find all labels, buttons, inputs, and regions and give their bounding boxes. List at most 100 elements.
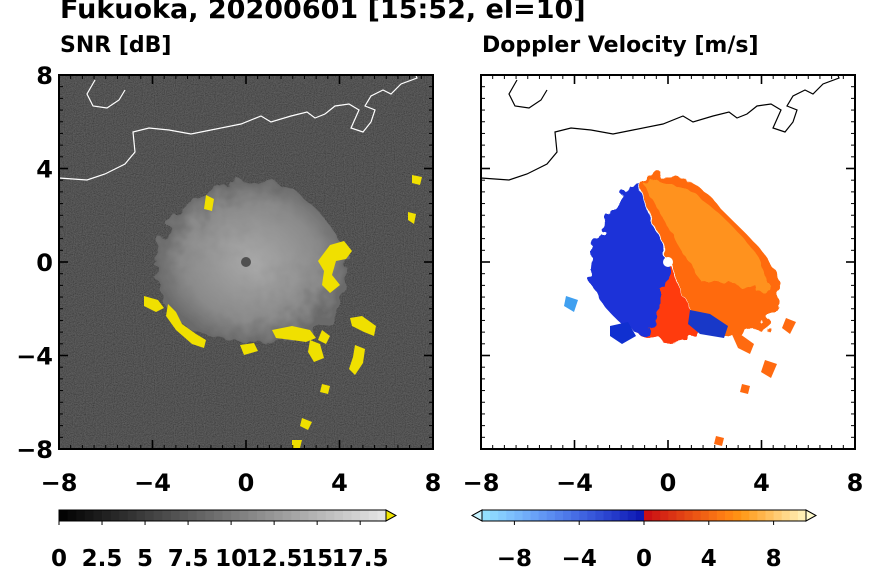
- colorbar-segment: [76, 510, 86, 521]
- colorbar-segment: [627, 510, 637, 521]
- colorbar-tick-label: 0: [636, 546, 652, 570]
- colorbar-segment: [145, 510, 155, 521]
- colorbar-segment: [579, 510, 588, 521]
- colorbar-tick-label: 0: [51, 546, 67, 570]
- colorbar-segment: [59, 510, 69, 521]
- colorbar-segment: [482, 510, 491, 521]
- colorbar-tick-label: 7.5: [168, 546, 209, 570]
- velocity-light-blue-patch: [564, 296, 578, 312]
- colorbar-segment: [773, 510, 783, 521]
- colorbar-segment: [587, 510, 596, 521]
- colorbar-tick-label: 15: [301, 546, 333, 570]
- colorbar-segment: [84, 510, 94, 521]
- colorbar-segment: [506, 510, 515, 521]
- colorbar-segment: [660, 510, 669, 521]
- colorbar-segment: [554, 510, 564, 521]
- colorbar-tick-label: 2.5: [82, 546, 123, 570]
- colorbar-segment: [733, 510, 742, 521]
- colorbar-tick-label: 8: [766, 546, 782, 570]
- colorbar-segment: [110, 510, 120, 521]
- colorbar-segment: [563, 510, 572, 521]
- colorbar-segment: [360, 510, 370, 521]
- snr-radar-center: [241, 257, 251, 267]
- colorbar-segment: [119, 510, 129, 521]
- colorbar-tick-label: −4: [562, 546, 597, 570]
- velocity-approaching-region: [590, 180, 668, 336]
- colorbar-segment: [741, 510, 750, 521]
- colorbar-segment: [248, 510, 258, 521]
- colorbar-segment: [538, 510, 548, 521]
- colorbar-segment: [635, 510, 645, 521]
- colorbar-segment: [757, 510, 766, 521]
- colorbar-segment: [781, 510, 791, 521]
- colorbar-segment: [274, 510, 284, 521]
- colorbar-segment: [668, 510, 677, 521]
- colorbar-tick-label: 10: [215, 546, 247, 570]
- colorbar-segment: [153, 510, 163, 521]
- velocity-approaching-patch: [610, 322, 636, 344]
- colorbar-segment: [67, 510, 77, 521]
- y-tick-label: −8: [16, 436, 53, 464]
- colorbar-segment: [603, 510, 612, 521]
- figure-title: Fukuoka, 20200601 [15:52, el=10]: [60, 0, 586, 25]
- x-tick-label: 0: [238, 469, 255, 497]
- colorbar-segment: [127, 510, 137, 521]
- colorbar-segment: [700, 510, 710, 521]
- colorbar-segment: [102, 510, 112, 521]
- snr-coastline-north: [86, 79, 126, 109]
- x-tick-label: 8: [425, 469, 442, 497]
- snr-high-echo-patches: [144, 175, 422, 448]
- colorbar-segment: [308, 510, 318, 521]
- colorbar-segment: [256, 510, 266, 521]
- colorbar-segment: [611, 510, 621, 521]
- colorbar-segment: [213, 510, 223, 521]
- colorbar-segment: [377, 510, 387, 521]
- velocity-plot-area: [481, 75, 855, 449]
- colorbar-segment: [239, 510, 249, 521]
- colorbar-segment: [725, 510, 734, 521]
- colorbar-segment: [317, 510, 327, 521]
- y-tick-label: 4: [36, 156, 53, 184]
- y-tick-label: 8: [36, 62, 53, 90]
- colorbar-segment: [797, 510, 807, 521]
- y-tick-label: 0: [36, 249, 53, 277]
- colorbar-tick-label: −8: [497, 546, 532, 570]
- x-tick-label: −4: [134, 469, 171, 497]
- colorbar-segment: [351, 510, 361, 521]
- colorbar-tick-label: 5: [137, 546, 153, 570]
- colorbar-segment: [205, 510, 215, 521]
- colorbar-tick-label: 4: [701, 546, 717, 570]
- colorbar-segment: [498, 510, 507, 521]
- colorbar-min-extension: [470, 509, 483, 522]
- colorbar-max-extension: [805, 509, 818, 522]
- colorbar-segment: [530, 510, 540, 521]
- colorbar-tick-label: 17.5: [332, 546, 389, 570]
- velocity-receding-strong: [640, 179, 770, 290]
- snr-coastline: [59, 75, 418, 181]
- velocity-coastline: [481, 75, 840, 181]
- colorbar-segment: [522, 510, 531, 521]
- colorbar-segment: [490, 510, 499, 521]
- snr-plot-area: [59, 75, 433, 449]
- colorbar-segment: [282, 510, 292, 521]
- colorbar-segment: [514, 510, 523, 521]
- colorbar-segment: [708, 510, 718, 521]
- colorbar-segment: [619, 510, 629, 521]
- colorbar-segment: [162, 510, 172, 521]
- colorbar-max-extension: [385, 509, 398, 522]
- colorbar-segment: [749, 510, 758, 521]
- colorbar-tick-label: 12.5: [246, 546, 303, 570]
- colorbar-segment: [684, 510, 693, 521]
- colorbar-segment: [299, 510, 309, 521]
- x-tick-label: 4: [753, 469, 770, 497]
- colorbar-segment: [179, 510, 189, 521]
- colorbar-segment: [342, 510, 352, 521]
- colorbar-segment: [222, 510, 232, 521]
- velocity-scatter-patches: [714, 318, 796, 446]
- colorbar-segment: [652, 510, 661, 521]
- colorbar-segment: [644, 510, 653, 521]
- colorbar-segment: [368, 510, 378, 521]
- x-tick-label: −4: [556, 469, 593, 497]
- velocity-approaching-south: [688, 310, 728, 338]
